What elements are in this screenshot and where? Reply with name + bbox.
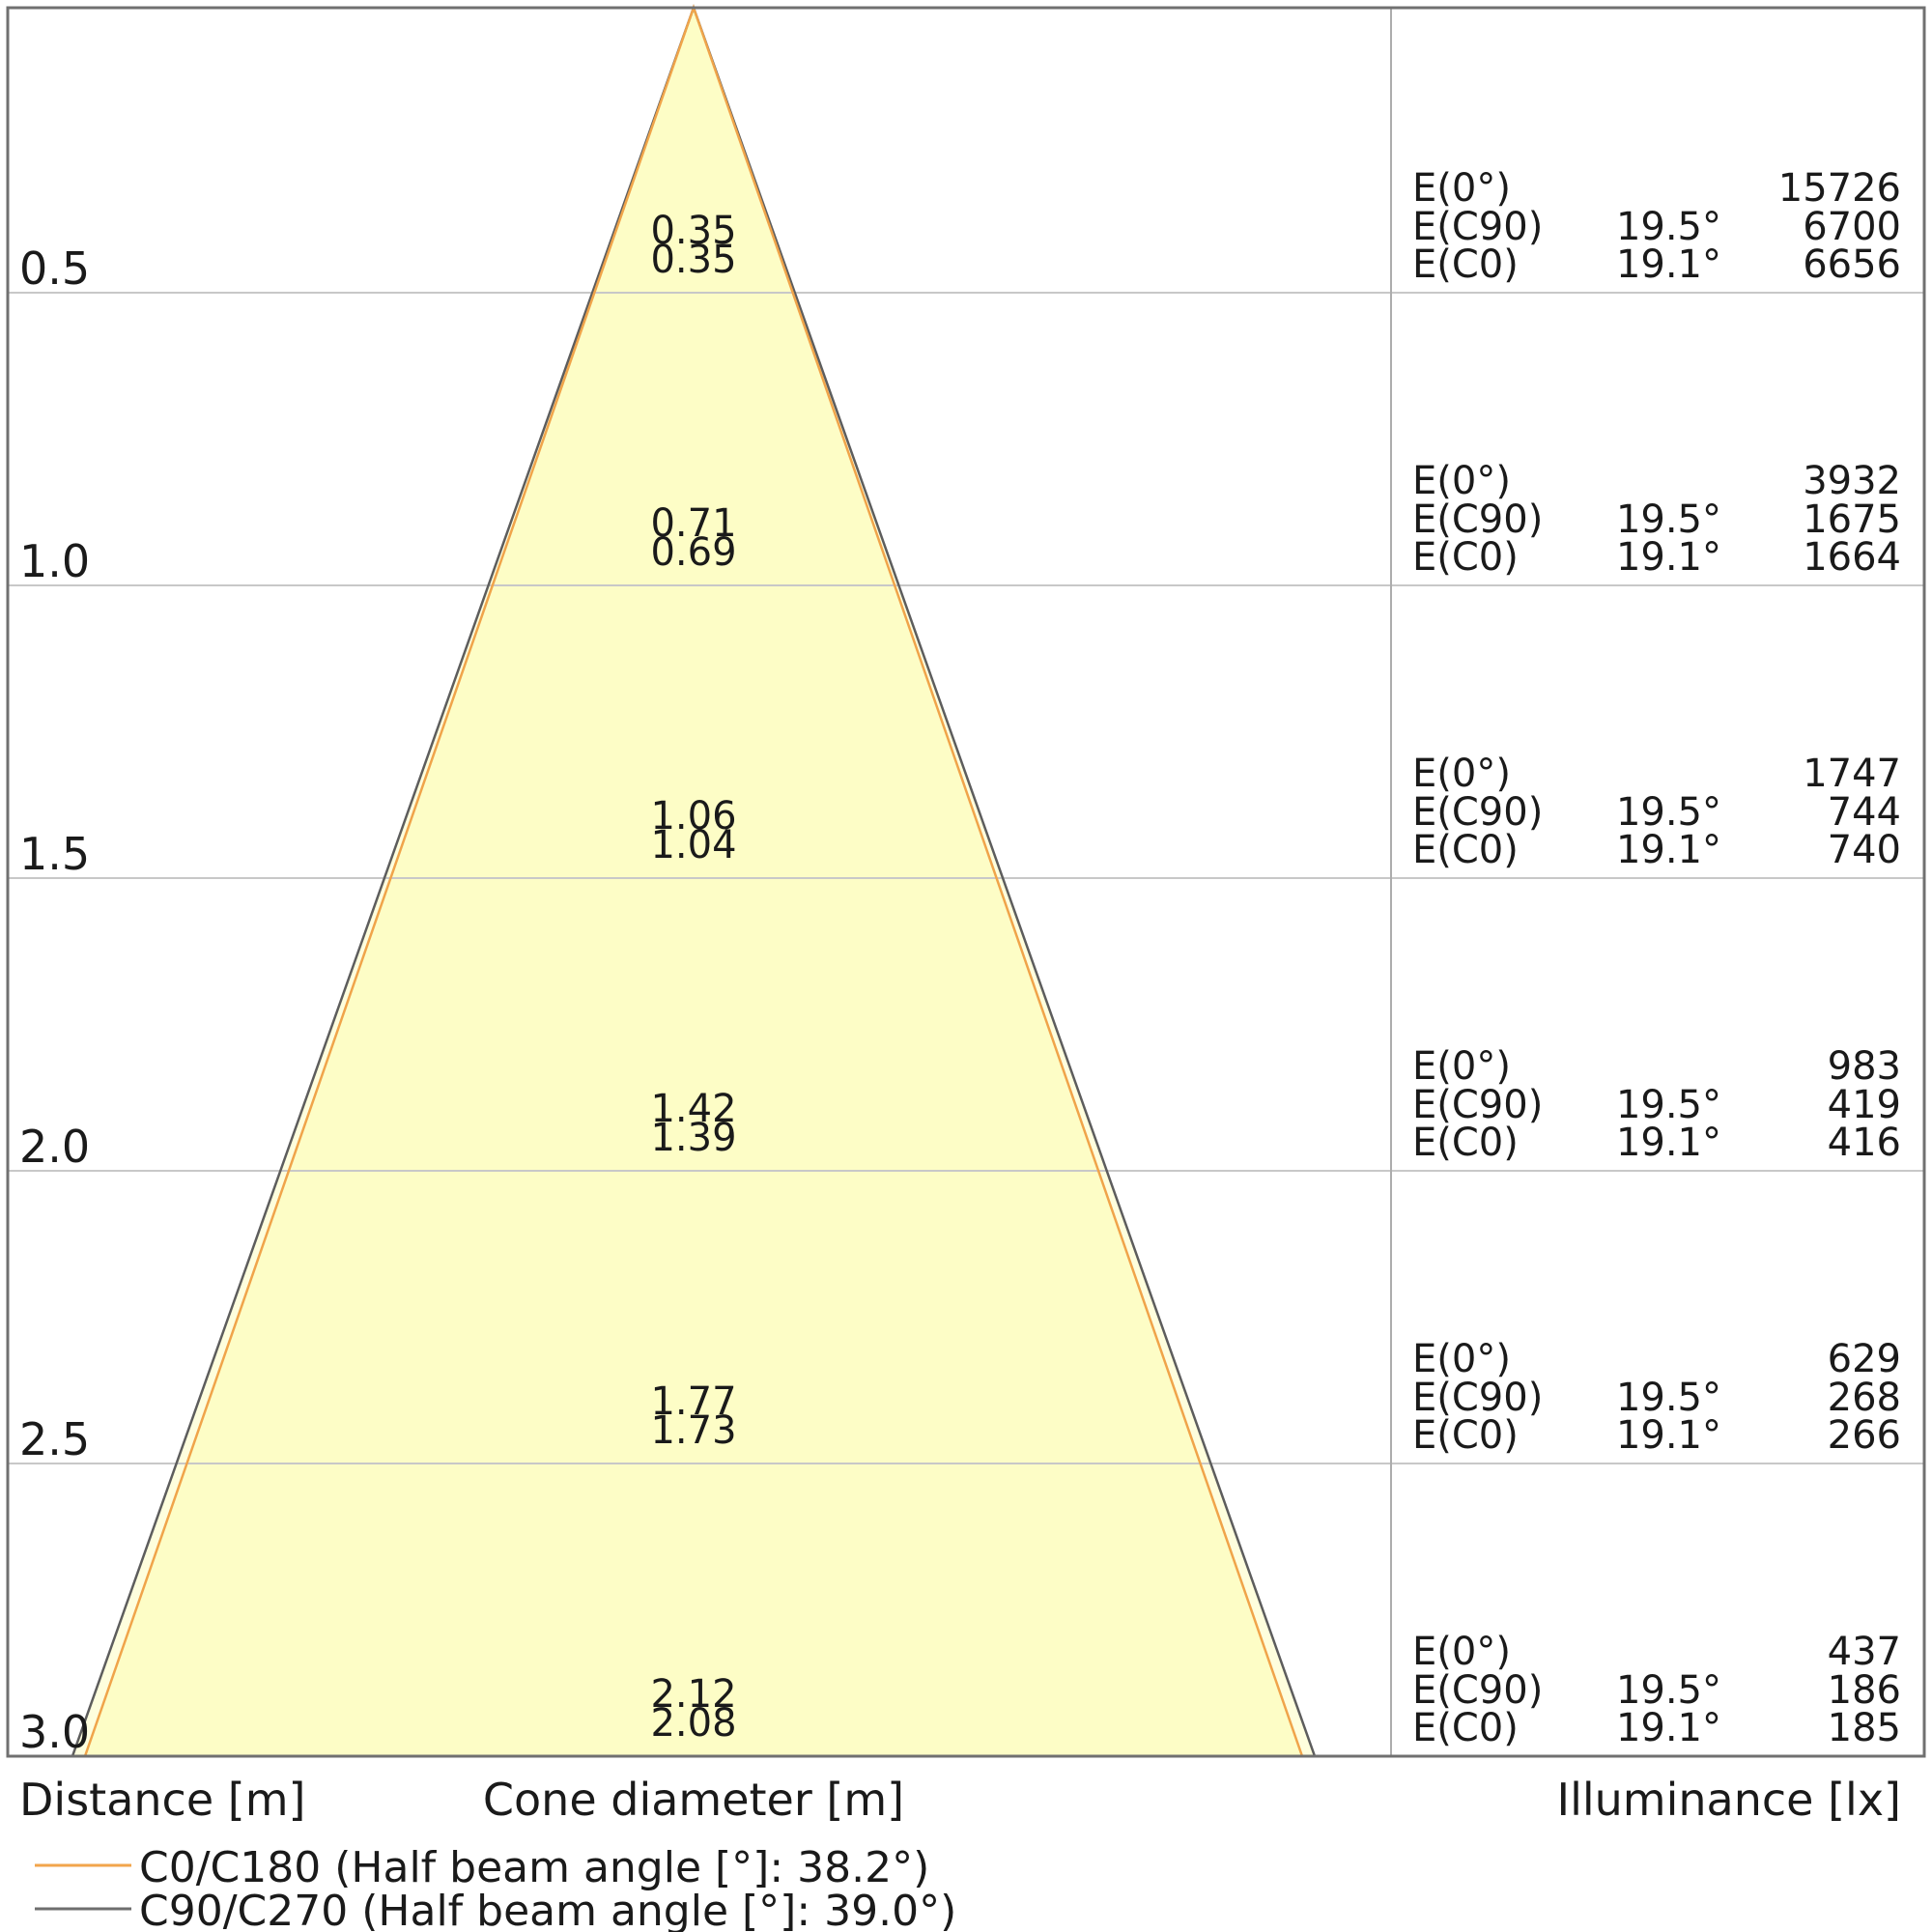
ec90-value: 1675 xyxy=(1803,497,1901,542)
ec0-label: E(C0) xyxy=(1412,242,1519,287)
cone-diameter-c90-value: 2.12 xyxy=(650,1672,737,1717)
ec90-angle: 19.5° xyxy=(1615,497,1721,542)
ec0-value: 266 xyxy=(1827,1413,1901,1458)
ec90-angle: 19.5° xyxy=(1615,205,1721,249)
cone-diameter-c0-value: 1.04 xyxy=(650,823,737,867)
e0-value: 15726 xyxy=(1777,166,1901,211)
cone-diameter-axis-label: Cone diameter [m] xyxy=(482,1774,905,1826)
cone-diameter-c0-value: 1.73 xyxy=(650,1408,737,1453)
cone-diameter-c90-value: 1.77 xyxy=(650,1379,737,1424)
e0-label: E(0°) xyxy=(1412,1337,1511,1381)
ec0-value: 185 xyxy=(1827,1706,1901,1750)
ec0-label: E(C0) xyxy=(1412,535,1519,580)
legend-line-c90-icon xyxy=(35,1907,131,1911)
ec0-value: 1664 xyxy=(1803,535,1901,580)
distance-tick-label: 3.0 xyxy=(19,1706,91,1758)
cone-diameter-c0-value: 0.35 xyxy=(650,238,737,282)
cone-diameter-c0-value: 2.08 xyxy=(650,1701,737,1746)
ec90-angle: 19.5° xyxy=(1615,1376,1721,1420)
cone-diameter-c90-value: 1.06 xyxy=(650,794,737,838)
cone-diameter-c90-value: 1.42 xyxy=(650,1087,737,1131)
e0-value: 629 xyxy=(1827,1337,1901,1381)
ec90-label: E(C90) xyxy=(1412,1668,1544,1713)
distance-tick-label: 1.0 xyxy=(19,535,91,587)
distance-tick-label: 1.5 xyxy=(19,828,91,880)
ec0-label: E(C0) xyxy=(1412,828,1519,872)
ec0-label: E(C0) xyxy=(1412,1121,1519,1165)
ec90-angle: 19.5° xyxy=(1615,1083,1721,1127)
ec0-angle: 19.1° xyxy=(1615,1413,1721,1458)
e0-value: 437 xyxy=(1827,1630,1901,1674)
legend-label-c0-c180: C0/C180 (Half beam angle [°]: 38.2°) xyxy=(139,1843,930,1892)
ec0-angle: 19.1° xyxy=(1615,828,1721,872)
illuminance-axis-label: Illuminance [lx] xyxy=(1556,1774,1901,1826)
cone-c0-fill xyxy=(85,8,1302,1756)
cone-diameter-c0-value: 0.69 xyxy=(650,530,737,575)
distance-tick-label: 0.5 xyxy=(19,242,91,295)
ec0-angle: 19.1° xyxy=(1615,535,1721,580)
ec0-label: E(C0) xyxy=(1412,1706,1519,1750)
ec90-label: E(C90) xyxy=(1412,497,1544,542)
distance-tick-label: 2.0 xyxy=(19,1121,91,1173)
ec0-angle: 19.1° xyxy=(1615,242,1721,287)
distance-tick-label: 2.5 xyxy=(19,1413,91,1465)
ec90-label: E(C90) xyxy=(1412,205,1544,249)
ec90-label: E(C90) xyxy=(1412,1376,1544,1420)
legend-line-c0-icon xyxy=(35,1863,131,1867)
ec90-angle: 19.5° xyxy=(1615,790,1721,835)
ec0-angle: 19.1° xyxy=(1615,1121,1721,1165)
e0-value: 983 xyxy=(1827,1044,1901,1089)
e0-label: E(0°) xyxy=(1412,166,1511,211)
chart-border xyxy=(6,6,1926,1758)
cone-diameter-c90-value: 0.71 xyxy=(650,501,737,546)
cone-diameter-c90-value: 0.35 xyxy=(650,209,737,253)
ec0-value: 6656 xyxy=(1803,242,1901,287)
e0-label: E(0°) xyxy=(1412,1630,1511,1674)
ec90-angle: 19.5° xyxy=(1615,1668,1721,1713)
ec90-value: 268 xyxy=(1827,1376,1901,1420)
ec0-angle: 19.1° xyxy=(1615,1706,1721,1750)
ec90-value: 186 xyxy=(1827,1668,1901,1713)
ec90-label: E(C90) xyxy=(1412,1083,1544,1127)
ec90-value: 744 xyxy=(1827,790,1901,835)
e0-value: 3932 xyxy=(1803,459,1901,503)
e0-value: 1747 xyxy=(1803,752,1901,796)
e0-label: E(0°) xyxy=(1412,752,1511,796)
ec0-value: 416 xyxy=(1827,1121,1901,1165)
ec90-value: 419 xyxy=(1827,1083,1901,1127)
distance-axis-label: Distance [m] xyxy=(19,1774,306,1826)
ec90-value: 6700 xyxy=(1803,205,1901,249)
cone-diameter-c0-value: 1.39 xyxy=(650,1116,737,1160)
e0-label: E(0°) xyxy=(1412,1044,1511,1089)
legend-label-c90-c270: C90/C270 (Half beam angle [°]: 39.0°) xyxy=(139,1887,957,1932)
ec0-value: 740 xyxy=(1827,828,1901,872)
e0-label: E(0°) xyxy=(1412,459,1511,503)
ec90-label: E(C90) xyxy=(1412,790,1544,835)
ec0-label: E(C0) xyxy=(1412,1413,1519,1458)
